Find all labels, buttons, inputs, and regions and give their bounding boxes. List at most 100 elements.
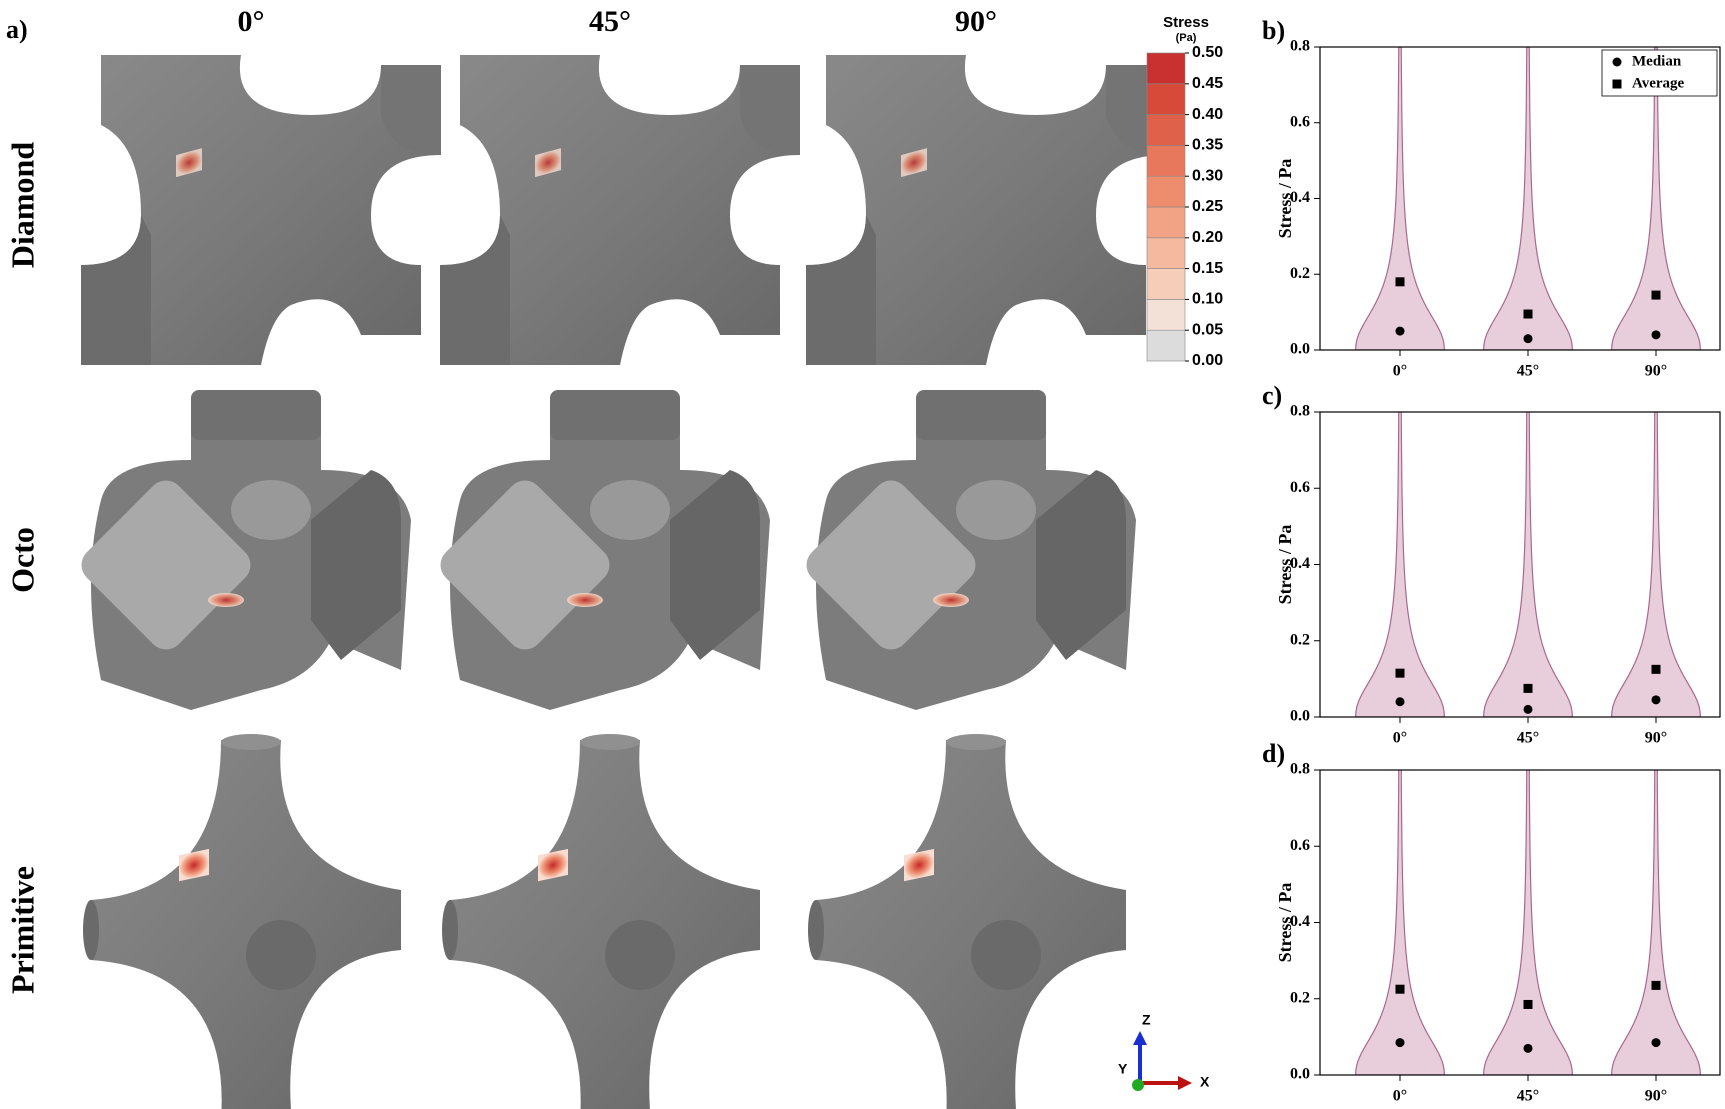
- violin: [1354, 47, 1446, 350]
- x-tick-label: 90°: [1645, 363, 1667, 380]
- median-marker: [1523, 334, 1533, 344]
- colorbar-tick-label: 0.45: [1192, 75, 1223, 92]
- colorbar-tick-label: 0.30: [1192, 167, 1223, 184]
- render-body: [450, 740, 760, 1109]
- render-cell: [81, 55, 441, 365]
- average-marker: [1395, 984, 1405, 994]
- render-cell: [83, 734, 401, 1109]
- render-cell: [806, 390, 1136, 710]
- y-tick-label: 0.8: [1290, 38, 1310, 55]
- x-tick-label: 0°: [1393, 730, 1407, 747]
- render-face: [191, 390, 321, 440]
- y-tick-label: 0.8: [1290, 403, 1310, 420]
- colorbar-segment: [1146, 175, 1186, 208]
- y-axis-label: Stress / Pa: [1275, 525, 1295, 605]
- render-hole: [956, 480, 1036, 540]
- median-marker: [1395, 697, 1405, 707]
- colorbar-segment: [1146, 114, 1186, 146]
- colorbar-segment: [1146, 237, 1186, 269]
- render-cell: [808, 734, 1126, 1109]
- y-tick-label: 0.6: [1290, 113, 1310, 130]
- y-tick-label: 0.0: [1290, 1066, 1310, 1083]
- legend-label: Average: [1632, 75, 1685, 91]
- render-face: [81, 480, 251, 650]
- median-marker: [1523, 1043, 1533, 1053]
- colorbar-segment: [1146, 329, 1186, 362]
- stress-patch: [933, 593, 969, 607]
- y-tick-label: 0.4: [1290, 555, 1310, 572]
- colorbar-segment: [1146, 145, 1186, 177]
- colorbar-unit: (Pa): [1176, 32, 1197, 44]
- colorbar-segment: [1146, 268, 1186, 300]
- y-axis-label: Stress / Pa: [1275, 159, 1295, 239]
- average-marker: [1523, 999, 1533, 1009]
- render-cell: [442, 734, 760, 1109]
- render-face: [440, 480, 610, 650]
- colorbar-tick-label: 0.15: [1192, 260, 1223, 277]
- stress-patch: [208, 593, 244, 607]
- render-face: [442, 900, 458, 960]
- median-marker: [1395, 1038, 1405, 1048]
- y-axis-label: Stress / Pa: [1275, 883, 1295, 963]
- colorbar-tick-label: 0.25: [1192, 198, 1223, 215]
- render-hole: [231, 480, 311, 540]
- y-tick-label: 0.4: [1290, 913, 1310, 930]
- median-marker: [1395, 326, 1405, 336]
- render-cell: [806, 55, 1166, 365]
- average-marker: [1651, 664, 1661, 674]
- triad-origin: [1132, 1079, 1144, 1091]
- triad-arrow: [1178, 1076, 1192, 1090]
- median-marker: [1523, 704, 1533, 714]
- render-hole: [590, 480, 670, 540]
- y-tick-label: 0.8: [1290, 761, 1310, 778]
- row-label: Octo: [4, 527, 40, 593]
- y-tick-label: 0.2: [1290, 265, 1310, 282]
- render-body: [91, 740, 401, 1109]
- render-face: [246, 920, 316, 990]
- legend-marker: [1612, 79, 1622, 89]
- render-face: [221, 734, 281, 750]
- render-face: [311, 470, 401, 660]
- y-tick-label: 0.6: [1290, 837, 1310, 854]
- colorbar-tick-label: 0.35: [1192, 137, 1223, 154]
- legend-label: Median: [1632, 53, 1682, 69]
- render-face: [971, 920, 1041, 990]
- triad-label: Z: [1142, 1012, 1151, 1028]
- render-face: [916, 390, 1046, 440]
- render-face: [670, 470, 760, 660]
- stress-patch: [535, 148, 561, 178]
- render-cell: [440, 390, 770, 710]
- y-tick-label: 0.0: [1290, 341, 1310, 358]
- colorbar-title: Stress: [1163, 14, 1209, 31]
- colorbar-tick-label: 0.50: [1192, 44, 1223, 61]
- x-tick-label: 90°: [1645, 1088, 1667, 1105]
- x-tick-label: 0°: [1393, 1088, 1407, 1105]
- average-marker: [1395, 668, 1405, 678]
- y-tick-label: 0.2: [1290, 631, 1310, 648]
- x-tick-label: 45°: [1517, 730, 1539, 747]
- render-body: [81, 55, 441, 365]
- stress-patch: [176, 148, 202, 178]
- y-tick-label: 0.2: [1290, 989, 1310, 1006]
- violin: [1354, 770, 1446, 1075]
- violin: [1610, 47, 1702, 350]
- column-header: 45°: [589, 5, 631, 38]
- violin: [1610, 770, 1702, 1075]
- render-face: [550, 390, 680, 440]
- y-tick-label: 0.0: [1290, 708, 1310, 725]
- colorbar-segment: [1146, 206, 1186, 239]
- render-face: [946, 734, 1006, 750]
- average-marker: [1523, 683, 1533, 693]
- average-marker: [1523, 309, 1533, 319]
- average-marker: [1395, 277, 1405, 287]
- stress-patch: [904, 848, 934, 882]
- row-label: Primitive: [4, 866, 40, 994]
- violin: [1482, 770, 1574, 1075]
- stress-patch: [179, 848, 209, 882]
- stress-patch: [567, 593, 603, 607]
- column-header: 0°: [238, 5, 265, 38]
- plot-frame: [1319, 46, 1721, 351]
- row-label: Diamond: [4, 142, 40, 268]
- colorbar-tick-label: 0.40: [1192, 106, 1223, 123]
